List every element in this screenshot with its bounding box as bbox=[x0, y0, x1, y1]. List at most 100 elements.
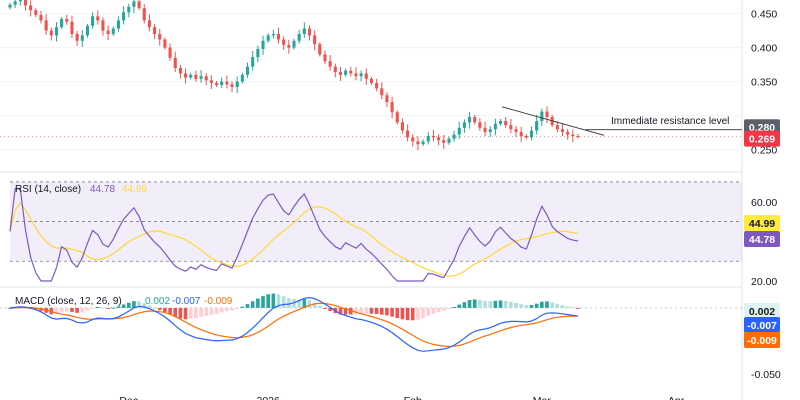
macd-line[interactable] bbox=[9, 296, 579, 352]
macd-histogram-bar[interactable] bbox=[431, 307, 436, 314]
candle-body[interactable] bbox=[292, 40, 296, 48]
macd-histogram-bar[interactable] bbox=[199, 307, 203, 317]
macd-histogram-bar[interactable] bbox=[359, 307, 363, 314]
candle-body[interactable] bbox=[209, 80, 213, 83]
macd-histogram-bar[interactable] bbox=[369, 307, 374, 314]
macd-histogram-bar[interactable] bbox=[426, 307, 431, 316]
candle-body[interactable] bbox=[189, 74, 193, 78]
macd-histogram-bar[interactable] bbox=[416, 307, 420, 320]
candle-body[interactable] bbox=[44, 20, 48, 31]
macd-histogram-bar[interactable] bbox=[106, 307, 110, 309]
candle-body[interactable] bbox=[85, 25, 90, 36]
candle-body[interactable] bbox=[504, 121, 508, 126]
candle-body[interactable] bbox=[173, 57, 177, 68]
macd-histogram-bar[interactable] bbox=[137, 301, 141, 308]
candle-body[interactable] bbox=[323, 54, 327, 62]
macd-histogram-bar[interactable] bbox=[281, 296, 286, 308]
macd-histogram-bar[interactable] bbox=[493, 300, 498, 308]
candle-body[interactable] bbox=[390, 102, 394, 113]
candle-body[interactable] bbox=[431, 136, 435, 138]
macd-histogram-bar[interactable] bbox=[395, 307, 400, 319]
macd-histogram-bar[interactable] bbox=[245, 304, 250, 308]
candle-body[interactable] bbox=[235, 81, 239, 88]
macd-histogram-bar[interactable] bbox=[214, 307, 219, 314]
candle-body[interactable] bbox=[406, 130, 410, 138]
macd-histogram-bar[interactable] bbox=[209, 307, 214, 315]
macd-histogram-bar[interactable] bbox=[75, 307, 79, 313]
candle-body[interactable] bbox=[571, 134, 575, 136]
macd-histogram-bar[interactable] bbox=[312, 302, 317, 308]
candle-body[interactable] bbox=[395, 112, 399, 123]
candle-body[interactable] bbox=[39, 14, 43, 21]
candle-body[interactable] bbox=[416, 141, 420, 145]
candle-body[interactable] bbox=[91, 16, 95, 26]
candle-body[interactable] bbox=[194, 74, 198, 79]
candle-body[interactable] bbox=[8, 4, 12, 8]
macd-histogram-bar[interactable] bbox=[421, 307, 425, 319]
macd-histogram-bar[interactable] bbox=[225, 307, 229, 312]
candle-body[interactable] bbox=[287, 44, 291, 48]
macd-histogram-bar[interactable] bbox=[8, 307, 12, 309]
candle-body[interactable] bbox=[54, 27, 59, 36]
macd-histogram-bar[interactable] bbox=[560, 305, 565, 308]
candle-body[interactable] bbox=[535, 121, 539, 131]
macd-histogram-bar[interactable] bbox=[256, 298, 260, 308]
macd-histogram-bar[interactable] bbox=[348, 307, 353, 315]
candle-body[interactable] bbox=[328, 61, 332, 67]
macd-histogram-bar[interactable] bbox=[287, 298, 291, 308]
candle-body[interactable] bbox=[369, 78, 374, 83]
candle-body[interactable] bbox=[354, 73, 358, 77]
macd-histogram-bar[interactable] bbox=[452, 306, 456, 308]
candle-body[interactable] bbox=[60, 19, 64, 28]
macd-histogram-bar[interactable] bbox=[524, 305, 529, 308]
macd-histogram-bar[interactable] bbox=[111, 307, 116, 309]
candle-body[interactable] bbox=[302, 28, 306, 34]
macd-histogram-bar[interactable] bbox=[80, 307, 85, 313]
macd-histogram-bar[interactable] bbox=[467, 300, 472, 308]
macd-histogram-bar[interactable] bbox=[276, 294, 281, 308]
candle-body[interactable] bbox=[400, 122, 404, 131]
macd-histogram-bar[interactable] bbox=[230, 307, 234, 311]
macd-histogram-bar[interactable] bbox=[385, 307, 389, 316]
candle-body[interactable] bbox=[313, 35, 317, 45]
candle-body[interactable] bbox=[380, 88, 384, 96]
macd-histogram-bar[interactable] bbox=[364, 307, 369, 314]
macd-histogram-bar[interactable] bbox=[379, 307, 384, 315]
macd-histogram-bar[interactable] bbox=[323, 307, 327, 309]
macd-histogram-bar[interactable] bbox=[457, 304, 462, 308]
candle-body[interactable] bbox=[364, 73, 368, 79]
candle-body[interactable] bbox=[116, 20, 120, 29]
candle-body[interactable] bbox=[34, 10, 38, 15]
macd-histogram-bar[interactable] bbox=[235, 307, 240, 309]
candle-body[interactable] bbox=[147, 20, 151, 28]
candle-body[interactable] bbox=[307, 28, 312, 36]
macd-histogram-bar[interactable] bbox=[168, 307, 172, 315]
macd-histogram-bar[interactable] bbox=[318, 305, 322, 308]
macd-histogram-bar[interactable] bbox=[70, 307, 74, 312]
candle-body[interactable] bbox=[137, 1, 141, 9]
candle-body[interactable] bbox=[271, 34, 275, 36]
macd-histogram-bar[interactable] bbox=[147, 305, 152, 308]
macd-histogram-bar[interactable] bbox=[188, 307, 193, 319]
candle-body[interactable] bbox=[385, 95, 389, 102]
candle-body[interactable] bbox=[349, 70, 353, 74]
macd-histogram-bar[interactable] bbox=[529, 304, 534, 308]
macd-histogram-bar[interactable] bbox=[519, 304, 524, 308]
macd-histogram-bar[interactable] bbox=[266, 294, 270, 308]
candle-body[interactable] bbox=[421, 141, 425, 145]
candle-body[interactable] bbox=[101, 20, 105, 31]
candle-body[interactable] bbox=[529, 130, 534, 138]
macd-histogram-bar[interactable] bbox=[483, 300, 487, 308]
candle-body[interactable] bbox=[214, 82, 219, 85]
candle-body[interactable] bbox=[96, 16, 100, 21]
macd-histogram-bar[interactable] bbox=[343, 307, 348, 315]
candle-body[interactable] bbox=[545, 111, 549, 117]
candle-body[interactable] bbox=[111, 28, 115, 34]
macd-histogram-bar[interactable] bbox=[338, 307, 343, 315]
candle-body[interactable] bbox=[426, 136, 430, 142]
macd-histogram-bar[interactable] bbox=[405, 307, 410, 321]
macd-histogram-bar[interactable] bbox=[85, 307, 90, 311]
price-panel[interactable] bbox=[0, 0, 742, 151]
macd-histogram-bar[interactable] bbox=[261, 296, 265, 308]
macd-histogram-bar[interactable] bbox=[121, 304, 126, 308]
